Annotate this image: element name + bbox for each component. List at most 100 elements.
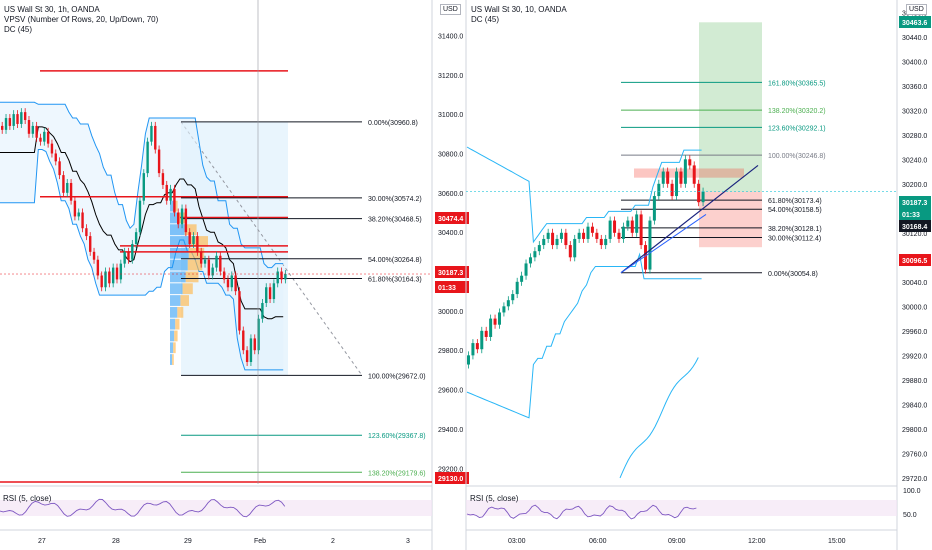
left-candle-body [249,338,253,363]
right-price-tick: 30120.0 [902,231,927,238]
left-volume-profile-bar [170,200,175,212]
left-volume-profile-bar [170,259,188,271]
right-price-tick: 30400.0 [902,59,927,66]
left-candle-body [77,212,80,217]
left-volume-profile-bar [170,330,175,342]
left-candle-body [131,243,134,260]
left-candle-body [219,255,222,272]
left-candle-body [253,338,256,351]
right-fib-label: 61.80%(30173.4) [768,198,822,205]
left-candle-body [62,175,65,193]
left-candle-body [226,279,230,288]
left-time-tick: 28 [112,538,120,545]
right-rsi-tick: 50.0 [903,512,917,519]
left-volume-profile-bar [190,236,208,247]
right-price-badge: 01:33 [899,208,931,220]
left-volume-profile-bar [182,283,193,295]
right-candle-body [675,171,679,197]
right-price-tick: 29920.0 [902,353,927,360]
left-volume-profile-bar [170,236,191,247]
left-price-tick: 31200.0 [438,73,463,80]
right-candle-body [484,330,488,337]
right-candle-body [621,226,625,239]
right-candle-body [630,220,634,233]
right-price-tick: 29760.0 [902,451,927,458]
left-fib-label: 61.80%(30164.3) [368,277,422,284]
right-rsi-tick: 100.0 [903,488,921,495]
left-volume-profile-bar [175,318,180,330]
left-candle-body [196,236,199,252]
left-candle-body [115,267,119,280]
right-rsi-band [466,500,897,516]
right-fib-label: 100.00%(30246.8) [768,153,826,160]
left-candle-body [35,125,38,138]
right-time-tick: 03:00 [508,538,526,545]
right-candle-body [617,232,621,239]
left-volume-profile-bar [170,271,186,283]
right-candle-body [595,232,599,239]
right-chart-panel[interactable]: 30480.030440.030400.030360.030320.030280… [465,0,931,550]
right-legend: US Wall St 30, 10, OANDA DC (45) [471,5,567,25]
left-volume-profile-bar [170,306,178,318]
left-candle-body [1,125,4,130]
right-fib-label: 123.60%(30292.1) [768,125,826,132]
right-price-tick: 30040.0 [902,280,927,287]
left-volume-profile-bar [170,342,174,354]
left-rsi-label: RSI (5, close) [3,494,52,503]
right-candle-body [542,238,546,246]
left-fib-trendline [180,121,363,376]
right-candle-body [635,214,639,233]
right-price-badge-bg [899,16,931,28]
right-candle-body [626,220,630,227]
right-candle-body [568,245,572,258]
left-price-tick: 30000.0 [438,309,463,316]
right-candle-body [467,355,470,365]
right-price-badge-bg [899,208,931,220]
left-candle-body [157,149,161,174]
right-candle-body [644,245,648,270]
right-candle-body [528,257,532,264]
right-rsi-label: RSI (5, close) [470,494,519,503]
right-price-tick: 29800.0 [902,427,927,434]
right-fib-label: 0.00%(30054.8) [768,271,818,278]
right-candle-body [586,226,590,239]
left-candle-body [284,274,287,280]
right-candle-body [551,232,555,246]
right-candle-body [599,238,603,246]
right-price-tick: 29720.0 [902,476,927,483]
left-candle-body [161,173,165,185]
right-candle-body [697,183,701,203]
left-chart-panel[interactable]: 31400.0 31200.0 31000.0 30800.0 30600.0 30400… [0,0,469,550]
right-time-tick: 12:00 [748,538,766,545]
left-fib-label: 123.60%(29367.8) [368,433,426,440]
right-price-badge-text: 01:33 [902,212,920,219]
left-price-badge-text: 30187.3 [438,270,463,277]
right-candle-body [475,343,479,350]
left-candle-body [73,200,77,217]
right-candle-body [688,159,692,166]
left-time-tick: 29 [184,538,192,545]
right-fib-label: 161.80%(30365.5) [768,80,826,87]
left-candle-body [169,188,172,201]
left-price-tick: 29400.0 [438,427,463,434]
left-volume-profile-bar [172,354,174,365]
left-candle-body [23,112,27,121]
left-volume-profile-bar [174,200,178,212]
right-candle-body [502,306,506,313]
left-price-tick: 30800.0 [438,151,463,158]
left-volume-profile-bar [177,306,184,318]
left-candle-body [123,251,126,264]
left-volume-profile-bar [170,212,179,224]
left-time-tick: 27 [38,538,46,545]
right-time-tick: 09:00 [668,538,686,545]
right-price-badge-bg [899,196,931,208]
left-chart-title: US Wall St 30, 1h, OANDA [4,5,100,14]
right-fib-label: 30.00%(30112.4) [768,235,821,242]
right-candle-body [506,300,510,307]
left-candle-body [257,318,260,351]
left-price-badge-bg [435,472,469,484]
right-currency-label: USD [906,4,927,15]
left-candle-body [211,267,214,276]
left-candle-body [46,131,50,144]
